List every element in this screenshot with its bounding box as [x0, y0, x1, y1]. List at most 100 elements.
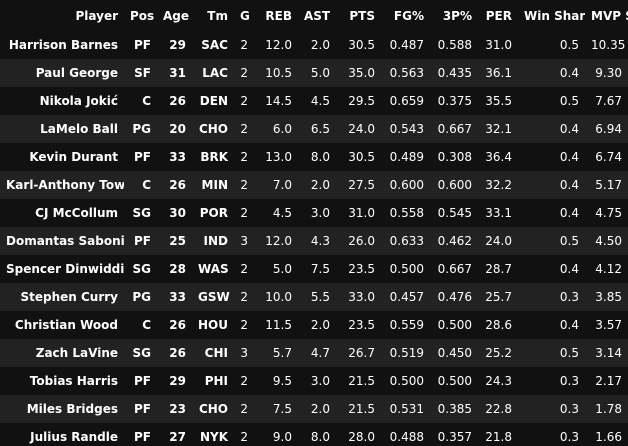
cell-mvp-score: 4.12: [595, 262, 622, 276]
cell-ast: 8.0: [310, 150, 330, 164]
cell-3p-pct: 0.308: [437, 150, 472, 164]
cell-per: 32.2: [485, 178, 512, 192]
cell-pts: 21.5: [348, 374, 375, 388]
table-row: Harrison Barnes PF 29 SAC 2 12.0 2.0 30.5 0.487 0…: [0, 31, 628, 59]
cell-pos: PF: [134, 430, 151, 444]
cell-win-shares: 0.3: [559, 430, 579, 444]
cell-g: 3: [240, 234, 248, 248]
cell-player: Karl-Anthony Towns: [6, 178, 124, 192]
column-header-tm[interactable]: Tm: [192, 0, 234, 31]
cell-fg-pct: 0.600: [389, 178, 424, 192]
cell-player: Spencer Dinwiddie: [6, 262, 124, 276]
cell-mvp-score: 6.74: [595, 150, 622, 164]
column-header-age[interactable]: Age: [157, 0, 192, 31]
header-row: Player Pos Age Tm G REB AST PTS FG% 3P% PER Win Sha…: [0, 0, 628, 31]
cell-g: 2: [240, 122, 248, 136]
cell-mvp-score: 2.17: [595, 374, 622, 388]
cell-win-shares: 0.4: [559, 66, 579, 80]
cell-player: Kevin Durant: [29, 150, 118, 164]
cell-pts: 27.5: [348, 178, 375, 192]
cell-win-shares: 0.4: [559, 150, 579, 164]
cell-age: 33: [169, 290, 186, 304]
cell-mvp-score: 3.85: [595, 290, 622, 304]
column-header-reb[interactable]: REB: [254, 0, 298, 31]
column-header-win-shares[interactable]: Win Shares: [518, 0, 585, 31]
cell-g: 2: [240, 206, 248, 220]
cell-g: 2: [240, 374, 248, 388]
cell-tm: CHI: [204, 346, 228, 360]
cell-g: 2: [240, 430, 248, 444]
column-header-fg-pct[interactable]: FG%: [381, 0, 430, 31]
cell-reb: 6.0: [272, 122, 292, 136]
cell-per: 24.0: [485, 234, 512, 248]
cell-win-shares: 0.4: [559, 262, 579, 276]
cell-player: LaMelo Ball: [40, 122, 118, 136]
cell-player: Paul George: [35, 66, 118, 80]
cell-fg-pct: 0.633: [389, 234, 424, 248]
table-row: Julius Randle PF 27 NYK 2 9.0 8.0 28.0 0.488 0.35…: [0, 423, 628, 446]
cell-pos: PF: [134, 234, 151, 248]
cell-ast: 7.5: [310, 262, 330, 276]
cell-win-shares: 0.5: [559, 346, 579, 360]
cell-win-shares: 0.3: [559, 374, 579, 388]
cell-ast: 2.0: [310, 178, 330, 192]
cell-pos: C: [142, 318, 151, 332]
cell-tm: POR: [199, 206, 228, 220]
table-row: Tobias Harris PF 29 PHI 2 9.5 3.0 21.5 0.500 0.50…: [0, 367, 628, 395]
cell-fg-pct: 0.500: [389, 374, 424, 388]
column-header-3p-pct[interactable]: 3P%: [430, 0, 478, 31]
column-header-pos[interactable]: Pos: [124, 0, 157, 31]
cell-player: Tobias Harris: [29, 374, 118, 388]
cell-pos: C: [142, 178, 151, 192]
column-header-pts[interactable]: PTS: [336, 0, 381, 31]
cell-player: Zach LaVine: [35, 346, 118, 360]
cell-reb: 10.0: [265, 290, 292, 304]
cell-3p-pct: 0.667: [437, 122, 472, 136]
cell-fg-pct: 0.558: [389, 206, 424, 220]
cell-pts: 33.0: [348, 290, 375, 304]
cell-ast: 2.0: [310, 318, 330, 332]
cell-age: 25: [169, 234, 186, 248]
cell-tm: BRK: [200, 150, 228, 164]
table-row: Christian Wood C 26 HOU 2 11.5 2.0 23.5 0.559 0.5…: [0, 311, 628, 339]
cell-g: 3: [240, 346, 248, 360]
cell-g: 2: [240, 94, 248, 108]
cell-per: 28.7: [485, 262, 512, 276]
cell-player: Stephen Curry: [20, 290, 118, 304]
cell-ast: 4.3: [310, 234, 330, 248]
cell-pts: 23.5: [348, 318, 375, 332]
cell-per: 36.1: [485, 66, 512, 80]
cell-player: Miles Bridges: [26, 402, 118, 416]
cell-win-shares: 0.3: [559, 290, 579, 304]
cell-per: 32.1: [485, 122, 512, 136]
cell-reb: 5.7: [272, 346, 292, 360]
cell-3p-pct: 0.375: [437, 94, 472, 108]
cell-ast: 5.5: [310, 290, 330, 304]
cell-pos: PF: [134, 374, 151, 388]
cell-win-shares: 0.5: [559, 94, 579, 108]
column-header-ast[interactable]: AST: [298, 0, 336, 31]
cell-ast: 3.0: [310, 206, 330, 220]
cell-g: 2: [240, 38, 248, 52]
table-row: Paul George SF 31 LAC 2 10.5 5.0 35.0 0.563 0.435…: [0, 59, 628, 87]
column-header-mvp-score[interactable]: MVP Score: [585, 0, 628, 31]
cell-fg-pct: 0.559: [389, 318, 424, 332]
cell-player: Julius Randle: [30, 430, 118, 444]
cell-reb: 9.0: [272, 430, 292, 444]
cell-fg-pct: 0.563: [389, 66, 424, 80]
cell-pts: 28.0: [348, 430, 375, 444]
cell-mvp-score: 1.78: [595, 402, 622, 416]
cell-mvp-score: 3.57: [595, 318, 622, 332]
cell-ast: 2.0: [310, 402, 330, 416]
column-header-per[interactable]: PER: [478, 0, 518, 31]
cell-age: 26: [169, 94, 186, 108]
column-header-player[interactable]: Player: [0, 0, 124, 31]
column-header-g[interactable]: G: [234, 0, 254, 31]
table-row: Nikola Jokić C 26 DEN 2 14.5 4.5 29.5 0.659 0.375…: [0, 87, 628, 115]
cell-pts: 23.5: [348, 262, 375, 276]
cell-tm: IND: [203, 234, 228, 248]
cell-pos: SG: [132, 262, 152, 276]
cell-g: 2: [240, 318, 248, 332]
cell-tm: MIN: [201, 178, 228, 192]
cell-pos: SG: [132, 346, 152, 360]
